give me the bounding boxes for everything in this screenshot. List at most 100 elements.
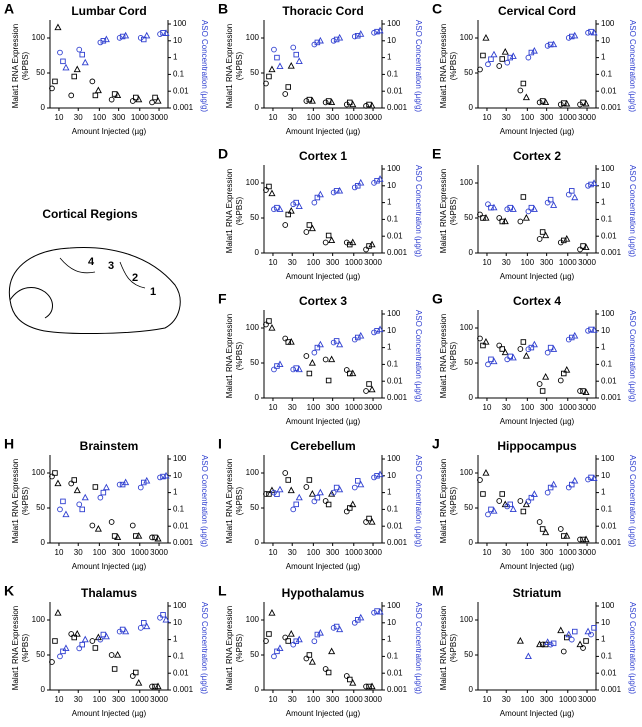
x-tick-label: 300 [326,695,340,704]
x-tick-label: 100 [307,548,321,557]
y2-tick-label: 0.1 [601,360,613,369]
x-tick-label: 300 [540,258,554,267]
region-label: 3 [108,260,114,272]
panel-letter: H [4,436,14,452]
y-tick-label: 0 [469,393,474,402]
point [349,100,357,108]
y2-tick-label: 0.01 [601,376,617,385]
point [137,34,144,41]
point [490,507,498,514]
point [141,479,147,486]
panel-letter: D [218,146,228,162]
point [366,381,372,387]
point [536,640,544,648]
x-axis-label: Amount Injected (µg) [500,272,575,281]
point [81,493,89,501]
point [349,369,357,377]
diagram-title: Cortical Regions [42,207,138,221]
point [530,205,538,212]
panel: C Cervical Cord 0 50 100 0.001 0.01 0.1 1 10 100 10… [432,1,637,136]
point [584,627,592,635]
point [276,485,284,493]
y2-tick-label: 0.1 [601,215,613,224]
point [282,634,289,641]
point [336,340,344,348]
point [347,505,353,511]
y2-tick-label: 0.01 [601,521,617,530]
point [293,51,299,58]
y2-tick-label: 100 [601,601,615,610]
y-tick-label: 100 [460,615,474,624]
point [314,194,321,201]
panel: I Cerebellum 0 50 100 0.001 0.01 0.1 1 10 100 10 30 1… [218,436,423,571]
panel-title: Hypothalamus [282,586,365,600]
x-tick-label: 10 [483,695,492,704]
y-tick-label: 100 [246,323,260,332]
point [54,609,62,616]
x-tick-label: 10 [483,548,492,557]
panel-letter: K [4,583,14,599]
y-axis-label: (%PBS) [449,51,458,80]
point [303,229,310,235]
y-tick-label: 0 [469,538,474,547]
point [160,612,166,618]
point [336,625,344,633]
point [563,99,571,107]
y2-tick-label: 1 [173,488,178,497]
point [585,182,591,189]
y-axis-label: (%PBS) [449,341,458,370]
y-axis-label: Malat1 RNA Expression [225,459,234,543]
panel: H Brainstem 0 50 100 0.001 0.01 0.1 1 10 100 10 30 10… [4,436,209,571]
point [571,31,579,39]
x-tick-label: 1000 [131,548,149,557]
point [496,342,503,349]
point [316,628,324,636]
point [376,26,384,34]
point [271,489,277,496]
point [157,614,163,621]
point [366,243,372,249]
x-tick-label: 3000 [150,695,168,704]
point [582,99,590,107]
x-tick-label: 30 [288,258,297,267]
point [282,222,289,228]
y2-axis-label: ASO Concentration (µg/g) [414,165,423,258]
y-tick-label: 0 [469,103,474,112]
point [343,673,350,679]
y2-tick-label: 1 [601,635,606,644]
point [376,325,384,333]
panel-title: Cortex 2 [513,149,561,163]
point [349,238,357,246]
x-tick-label: 30 [74,113,83,122]
point [76,645,83,652]
point [89,522,96,529]
y2-tick-label: 100 [387,164,401,173]
x-tick-label: 30 [74,695,83,704]
panel-letter: I [218,436,222,452]
point [108,519,115,525]
point [349,679,357,686]
point [336,485,344,493]
x-tick-label: 1000 [345,258,363,267]
point [547,484,554,491]
point [542,231,550,239]
point [351,184,358,191]
panel: L Hypothalamus 0 50 100 0.001 0.01 0.1 1 10 100 10 3… [218,583,423,718]
point [368,518,376,525]
point [271,206,277,213]
point [137,484,144,491]
x-tick-label: 100 [521,403,535,412]
x-tick-label: 1000 [559,548,577,557]
point [499,491,505,497]
point [295,202,303,209]
y-axis-label: Malat1 RNA Expression [225,169,234,253]
x-tick-label: 10 [55,695,64,704]
point [290,506,297,513]
y2-tick-label: 0.001 [601,393,622,402]
x-tick-label: 100 [307,695,321,704]
point [490,50,498,58]
x-tick-label: 100 [521,695,535,704]
x-tick-label: 10 [269,258,278,267]
y-tick-label: 0 [41,685,46,694]
point [143,476,151,484]
